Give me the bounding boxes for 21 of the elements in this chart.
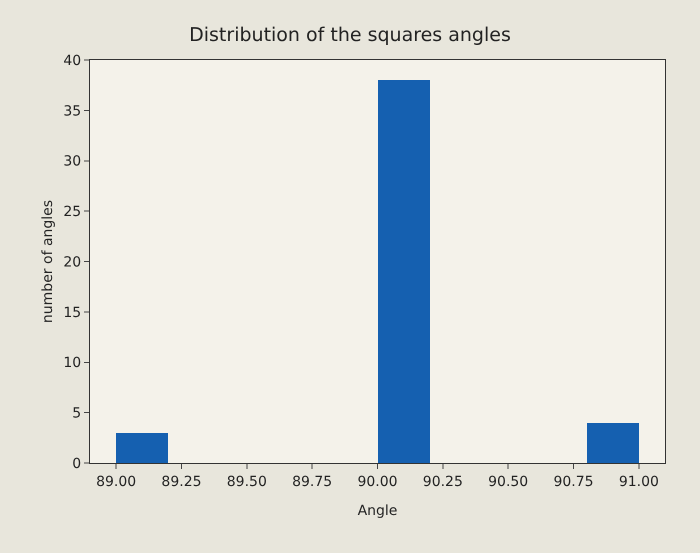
- x-tick-label: 90.25: [422, 474, 463, 490]
- y-tick-label: 5: [72, 406, 82, 422]
- y-tick-label: 20: [63, 254, 82, 270]
- x-tick-label: 89.25: [161, 474, 202, 490]
- y-tick-label: 40: [63, 52, 82, 69]
- y-tick-label: 35: [63, 103, 82, 120]
- y-tick-label: 0: [72, 456, 82, 472]
- y-tick-label: 15: [63, 304, 82, 321]
- y-tick-label: 10: [63, 355, 82, 372]
- y-tick-label: 30: [63, 154, 82, 170]
- y-tick-label: 25: [63, 204, 82, 220]
- x-axis-title: Angle: [358, 503, 398, 519]
- chart-title: Distribution of the squares angles: [189, 24, 511, 46]
- x-tick-label: 90.50: [488, 474, 528, 490]
- x-tick-label: 91.00: [618, 474, 659, 490]
- x-tick-label: 89.50: [226, 474, 267, 490]
- x-tick-label: 89.00: [96, 474, 136, 490]
- x-tick-label: 90.00: [357, 474, 398, 490]
- y-axis-title: number of angles: [40, 200, 56, 324]
- x-tick-label: 90.75: [553, 474, 594, 490]
- x-tick-label: 89.75: [292, 474, 332, 490]
